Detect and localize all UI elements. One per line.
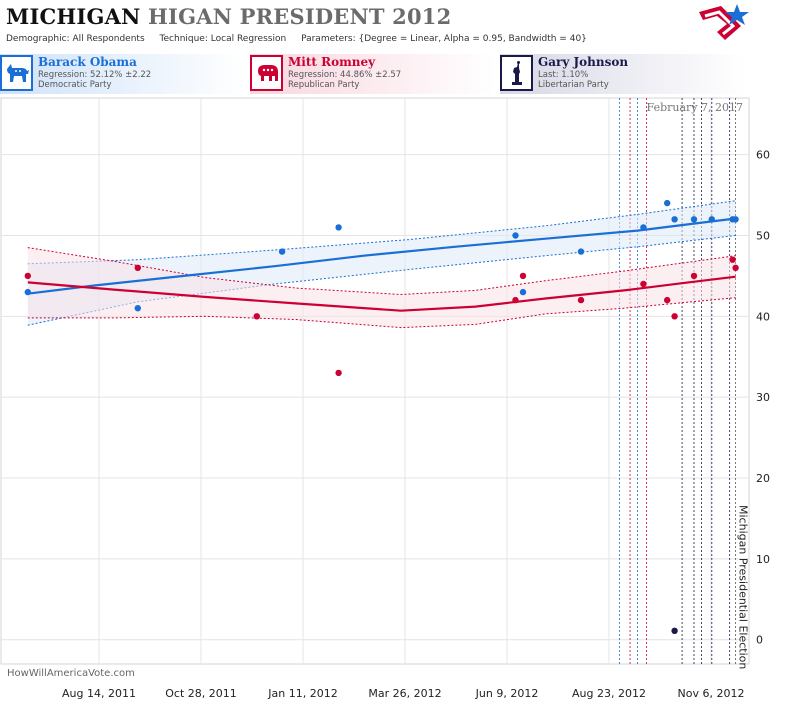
confidence-band [27,200,736,326]
poll-point [335,224,342,231]
poll-point [708,216,715,223]
candidate-legend: Barack Obama Regression: 52.12% ±2.22 De… [0,54,789,94]
title-state: MICHIGAN [6,4,141,29]
poll-point [664,199,671,207]
statue-of-liberty-icon [500,55,533,91]
candidate-name: Barack Obama [38,55,137,69]
poll-point [519,272,527,280]
candidate-regression: Last: 1.10% [538,70,589,80]
title-rest: HIGAN PRESIDENT 2012 [148,4,452,29]
demographic-value: All Respondents [72,34,145,44]
poll-point [519,288,527,296]
chart-date: February 7, 2017 [646,101,743,114]
parameters-value: {Degree = Linear, Alpha = 0.95, Bandwidt… [358,34,587,44]
poll-point [690,216,698,223]
x-tick-label: Jun 9, 2012 [475,687,539,700]
poll-point [512,296,519,304]
candidate-obama: Barack Obama Regression: 52.12% ±2.22 De… [0,54,245,94]
poll-point [335,369,342,377]
x-tick-label: Nov 6, 2012 [678,687,745,700]
trend-line [27,275,736,312]
lower-bound-line [27,297,736,329]
plot-frame [0,97,750,665]
candidate-romney: Mitt Romney Regression: 44.86% ±2.57 Rep… [250,54,495,94]
poll-point [671,216,678,223]
candidate-regression: Regression: 52.12% ±2.22 [38,70,152,80]
donkey-icon [0,55,33,91]
y-tick-label: 50 [756,229,770,242]
chart-title: MICHIGAN HIGAN PRESIDENT 2012 [6,4,451,29]
x-tick-label: Jan 11, 2012 [267,687,337,700]
poll-point [671,313,678,320]
poll-point [690,272,698,280]
y-tick-label: 40 [756,310,770,323]
poll-point [664,296,671,304]
site-credit: HowWillAmericaVote.com [7,668,135,679]
y-tick-label: 0 [756,634,763,647]
x-tick-label: Aug 14, 2011 [62,687,136,700]
poll-point [577,296,585,304]
candidate-name: Gary Johnson [538,55,629,69]
parameters-label: Parameters: [301,34,356,44]
trend-line [27,217,736,295]
demographic-label: Demographic: [6,34,70,44]
parameters-line: Demographic: All Respondents Technique: … [6,34,587,44]
poll-point [640,224,647,231]
poll-point [732,264,739,271]
poll-point [729,256,736,263]
x-tick-label: Aug 23, 2012 [572,687,646,700]
poll-point [640,280,647,288]
poll-point [134,305,141,312]
candidate-johnson: Gary Johnson Last: 1.10% Libertarian Par… [500,54,745,94]
poll-point [512,232,519,239]
poll-point [253,313,260,320]
candidate-name: Mitt Romney [288,55,376,69]
y-tick-label: 20 [756,472,770,485]
poll-point [577,248,585,255]
poll-chart: 0 10 20 30 40 50 60 Aug 14, 2011 Oct 28, 2011 Jan… [0,97,770,700]
confidence-band [27,247,736,328]
poll-point [134,264,141,271]
upper-bound-line [27,247,736,296]
candidate-party: Republican Party [288,80,360,90]
candidate-party: Libertarian Party [538,80,609,90]
poll-point [24,272,31,280]
y-tick-label: 60 [756,149,770,162]
candidate-party: Democratic Party [38,80,112,90]
candidate-regression: Regression: 44.86% ±2.57 [288,70,402,80]
y-tick-label: 10 [756,553,770,566]
poll-point [671,627,678,634]
elephant-icon [250,55,283,91]
x-tick-label: Mar 26, 2012 [368,687,441,700]
poll-point [24,288,31,296]
y-tick-label: 30 [756,391,770,404]
technique-label: Technique: [159,34,208,44]
poll-point [278,248,286,255]
technique-value: Local Regression [210,34,287,44]
election-annotation: Michigan Presidential Election [737,505,750,669]
chart-header: MICHIGAN HIGAN PRESIDENT 2012 Demographi… [0,0,789,52]
x-tick-label: Oct 28, 2011 [165,687,237,700]
poll-point [732,216,739,223]
site-logo-icon [699,4,749,40]
